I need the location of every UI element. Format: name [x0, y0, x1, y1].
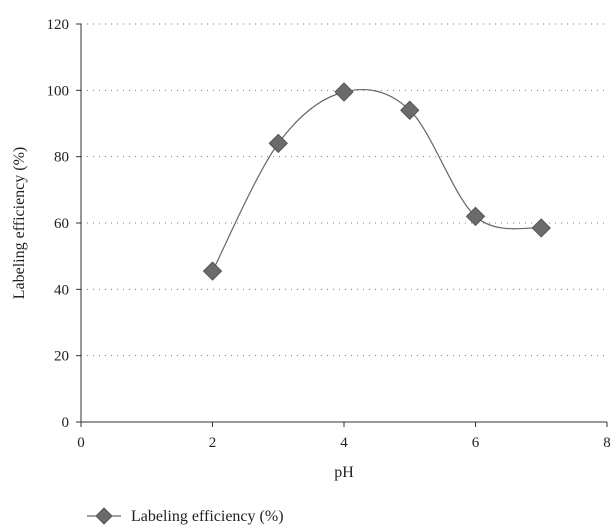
legend-label: Labeling efficiency (%) [131, 508, 284, 525]
y-axis-label: Labeling efficiency (%) [11, 147, 28, 300]
y-tick-label: 40 [54, 282, 69, 298]
data-point [202, 261, 223, 281]
data-point [334, 82, 354, 102]
series [202, 82, 551, 281]
y-tick-label: 80 [54, 150, 69, 166]
y-tick-label: 120 [47, 17, 70, 33]
x-tick-label: 2 [209, 435, 217, 451]
y-tick-label: 20 [54, 349, 69, 365]
x-tick-label: 4 [340, 435, 348, 451]
x-tick-labels: 0 2 4 6 8 [77, 422, 611, 451]
gridlines [81, 23, 607, 357]
x-tick-label: 6 [472, 435, 480, 451]
x-tick-label: 8 [603, 435, 611, 451]
y-tick-label: 60 [54, 216, 69, 232]
y-tick-labels: 0 20 40 60 80 100 120 [47, 17, 81, 431]
legend: Labeling efficiency (%) [87, 507, 284, 525]
data-point [531, 218, 551, 238]
y-tick-label: 100 [47, 83, 70, 99]
series-line [211, 89, 542, 272]
x-axis-label: pH [334, 464, 354, 481]
x-tick-label: 0 [77, 435, 85, 451]
data-point [400, 100, 420, 120]
data-point [268, 133, 288, 154]
data-point [465, 206, 486, 227]
legend-diamond-marker [95, 507, 113, 525]
y-tick-label: 0 [62, 415, 70, 431]
